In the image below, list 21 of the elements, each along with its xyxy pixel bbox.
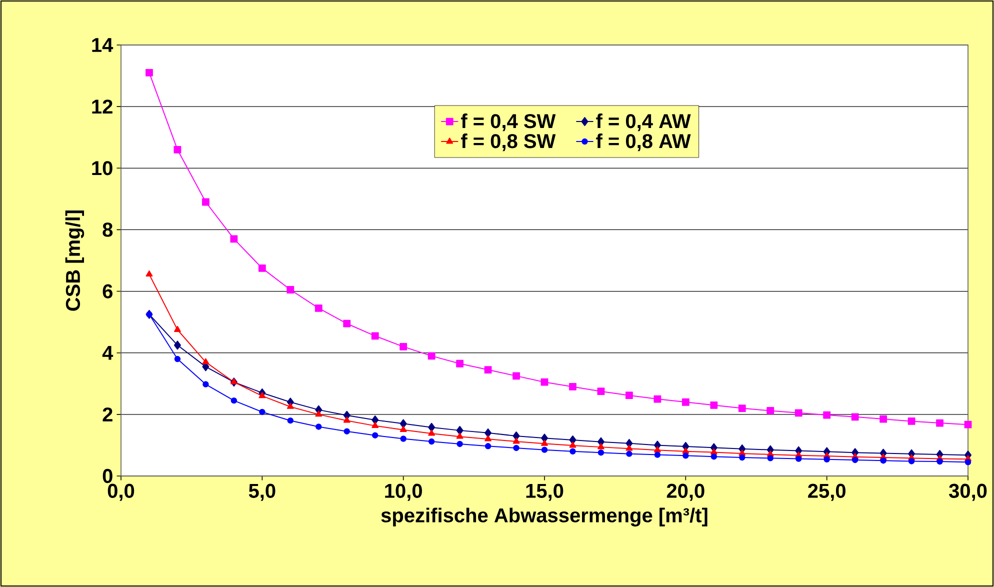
y-tick-label: 2 [102, 407, 112, 422]
x-tick-label: 20,0 [666, 484, 704, 501]
y-tick-label: 10 [92, 161, 112, 176]
y-tick-label: 14 [92, 38, 114, 52]
x-tick-label: 0,0 [108, 484, 134, 501]
x-axis-title: spezifische Abwassermenge [m³/t] [381, 508, 708, 526]
x-tick-label: 10,0 [385, 484, 422, 501]
y-tick-label: 4 [102, 346, 114, 360]
x-tick-label: 15,0 [526, 484, 564, 501]
legend-label: f = 0,4 AW [596, 114, 691, 132]
legend-label: f = 0,8 AW [596, 134, 691, 152]
y-tick-label: 12 [92, 100, 112, 114]
x-tick-label: 30,0 [948, 484, 987, 501]
y-tick-label: 0 [102, 468, 112, 484]
legend-label: f = 0,8 SW [461, 134, 556, 152]
y-tick-label: 6 [102, 284, 112, 298]
y-axis-title: CSB [mg/l] [65, 210, 84, 311]
x-tick-label: 5,0 [248, 484, 276, 501]
x-tick-label: 25,0 [808, 484, 846, 501]
y-tick-label: 8 [102, 222, 113, 237]
legend-label: f = 0,4 SW [461, 114, 556, 132]
